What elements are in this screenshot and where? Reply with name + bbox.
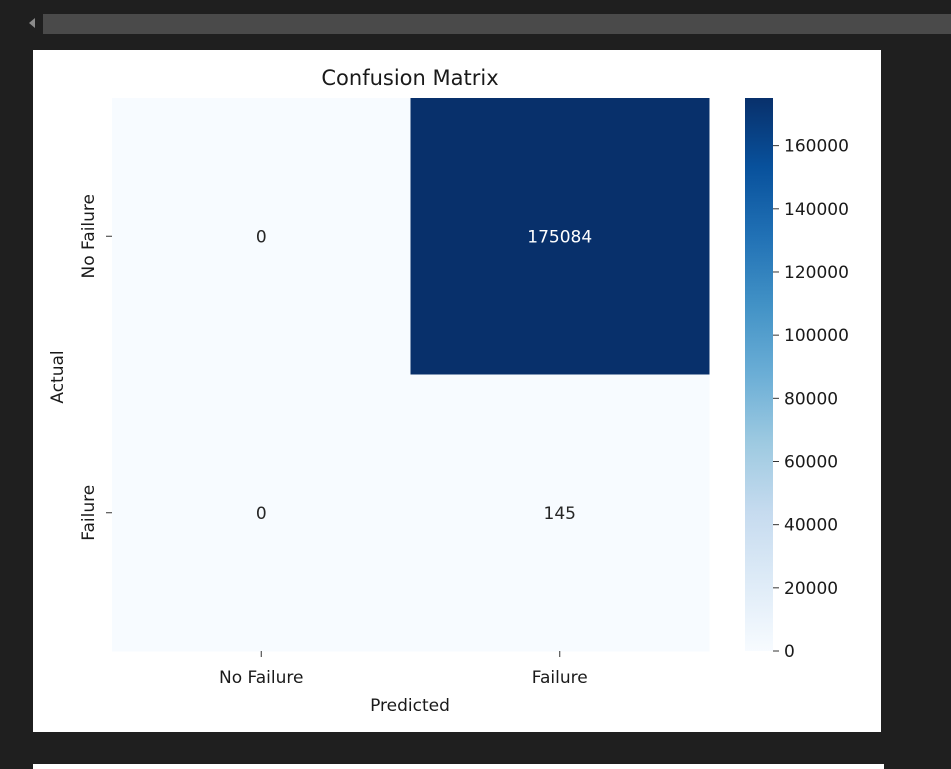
heatmap-cell <box>112 374 411 652</box>
y-axis-ticks: No Failure Failure <box>79 194 112 541</box>
heatmap-cell <box>410 374 710 652</box>
colorbar-tick-label: 40000 <box>784 516 838 536</box>
colorbar <box>745 98 773 651</box>
colorbar-tick-label: 0 <box>784 642 795 662</box>
colorbar-tick-label: 80000 <box>784 389 838 409</box>
heatmap-cells <box>112 98 710 652</box>
x-tick-label: Failure <box>532 668 588 688</box>
x-tick-label: No Failure <box>219 668 303 688</box>
colorbar-ticks: 0 20000 40000 60000 80000 100000 120000 140000 1… <box>773 137 849 662</box>
chart-title: Confusion Matrix <box>321 66 498 90</box>
cell-value-label: 0 <box>256 227 267 247</box>
next-cell-panel <box>33 764 884 769</box>
confusion-matrix-chart: Confusion Matrix 0 175084 0 145 No Failure F… <box>48 66 849 716</box>
y-tick-label: No Failure <box>79 194 99 278</box>
cell-output-panel: Confusion Matrix 0 175084 0 145 No Failure F… <box>33 50 881 732</box>
y-tick-label: Failure <box>79 485 99 541</box>
colorbar-tick-label: 120000 <box>784 263 849 283</box>
colorbar-tick-label: 100000 <box>784 326 849 346</box>
y-axis-label: Actual <box>48 350 68 403</box>
colorbar-tick-label: 160000 <box>784 137 849 157</box>
cell-value-label: 175084 <box>527 227 592 247</box>
x-axis-ticks: No Failure Failure <box>219 651 588 688</box>
scroll-left-arrow-icon[interactable] <box>29 18 35 28</box>
heatmap-cell <box>112 98 411 375</box>
heatmap-cell <box>410 98 710 375</box>
colorbar-tick-label: 20000 <box>784 579 838 599</box>
colorbar-tick-label: 140000 <box>784 200 849 220</box>
cell-value-label: 0 <box>256 504 267 524</box>
x-axis-label: Predicted <box>370 696 450 716</box>
colorbar-tick-label: 60000 <box>784 452 838 472</box>
heatmap-cell-labels: 0 175084 0 145 <box>256 227 592 524</box>
cell-value-label: 145 <box>544 504 576 524</box>
horizontal-scrollbar[interactable] <box>43 14 951 34</box>
